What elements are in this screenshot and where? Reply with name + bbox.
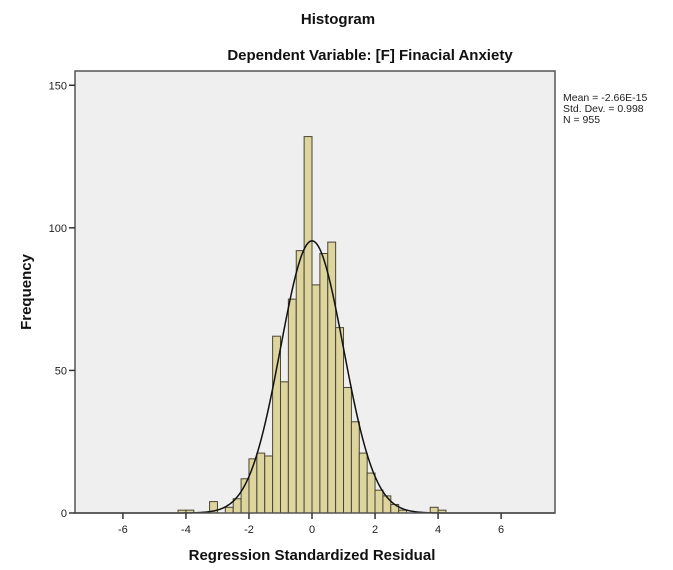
x-tick-label: -2 <box>244 524 254 536</box>
histogram-bar <box>264 455 274 514</box>
x-tick-label: 6 <box>498 524 504 536</box>
histogram-bar <box>350 421 360 514</box>
histogram-bar <box>279 381 289 514</box>
histogram-bar <box>343 387 352 514</box>
histogram-bar <box>358 452 368 514</box>
y-tick-label: 100 <box>49 223 67 235</box>
x-tick-label: 4 <box>435 524 441 536</box>
x-tick-label: -4 <box>181 524 191 536</box>
y-tick-label: 0 <box>61 508 67 520</box>
histogram-bar <box>272 335 281 514</box>
x-axis: -6 -4 -2 0 2 4 6 <box>118 513 504 536</box>
histogram-bar <box>327 241 337 514</box>
histogram-bar <box>366 472 376 514</box>
x-tick-label: 2 <box>372 524 378 536</box>
stat-mean: Mean = -2.66E-15 <box>563 92 648 104</box>
histogram-bar <box>287 298 297 514</box>
y-tick-label: 50 <box>55 365 67 377</box>
histogram-bar <box>224 506 234 514</box>
stat-std-dev: Std. Dev. = 0.998 <box>563 103 644 115</box>
histogram-bar <box>319 253 329 514</box>
plot-frame <box>74 70 556 514</box>
stat-n: N = 955 <box>563 114 600 126</box>
histogram-bar <box>382 495 392 514</box>
y-tick-label: 150 <box>49 80 67 92</box>
x-tick-label: -6 <box>118 524 128 536</box>
y-axis: 0 50 100 150 <box>49 80 75 520</box>
chart-subtitle: Dependent Variable: [F] Finacial Anxiety <box>227 47 513 64</box>
histogram-bar <box>335 327 345 514</box>
y-axis-label: Frequency <box>18 253 35 330</box>
x-axis-label: Regression Standardized Residual <box>189 547 436 564</box>
histogram-bar <box>295 250 305 514</box>
histogram-bar <box>303 136 313 514</box>
x-tick-label: 0 <box>309 524 315 536</box>
histogram-bar <box>256 452 266 514</box>
histogram-bar <box>311 284 321 514</box>
chart-title: Histogram <box>301 11 375 28</box>
histogram-bar <box>374 489 384 514</box>
